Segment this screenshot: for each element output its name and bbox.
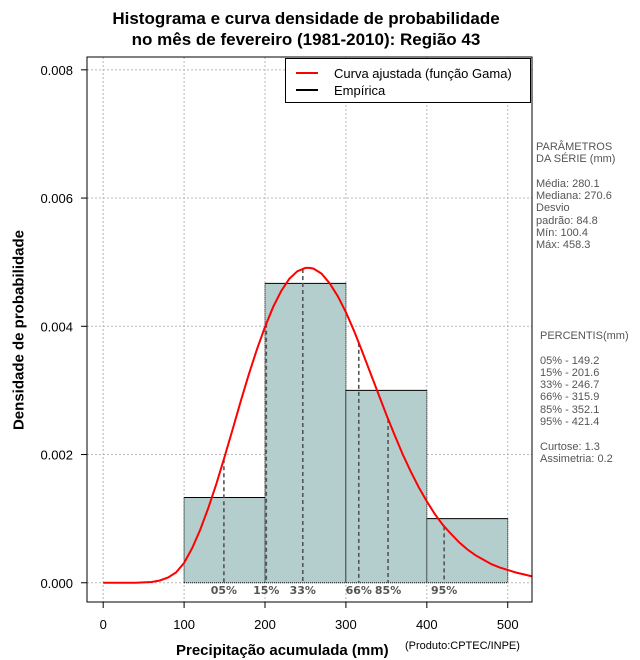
y-tick-label: 0.002 xyxy=(40,448,73,463)
percentile-label: 85% xyxy=(375,584,401,597)
percentile-line: 66% - 315.9 xyxy=(540,391,600,404)
chart-title-line-1: Histograma e curva densidade de probabil… xyxy=(112,9,500,28)
percentile-label: 95% xyxy=(431,584,457,597)
percentile-label: 33% xyxy=(290,584,316,597)
histogram-bar xyxy=(426,518,508,583)
param-line: padrão: 84.8 xyxy=(536,214,598,227)
percentiles-panel: PERCENTIS(mm) 05% - 149.2 15% - 201.6 33… xyxy=(540,330,629,465)
percentile-line: 05% - 149.2 xyxy=(540,354,600,367)
param-line: Média: 280.1 xyxy=(536,177,600,190)
fitted-gamma-curve xyxy=(103,266,533,584)
percentile-label: 66% xyxy=(346,584,372,597)
legend-label-empirical: Empírica xyxy=(334,82,386,98)
chart-title-line-2: no mês de fevereiro (1981-2010): Região … xyxy=(131,30,481,49)
series-parameters-panel: PARÂMETROS DA SÉRIE (mm) Média: 280.1 Me… xyxy=(536,141,615,252)
y-tick-label: 0.000 xyxy=(40,576,73,591)
percentile-line: 85% - 352.1 xyxy=(540,403,600,416)
percentile-line xyxy=(540,342,629,354)
histogram-bar xyxy=(265,283,346,583)
param-line: Mín: 100.4 xyxy=(536,227,588,240)
param-line: DA SÉRIE (mm) xyxy=(536,153,616,166)
x-tick-label: 300 xyxy=(335,617,357,632)
plot-frame xyxy=(86,56,533,603)
legend-item-empirical: Empírica xyxy=(296,82,385,98)
param-line xyxy=(536,166,615,178)
x-tick-label: 0 xyxy=(100,617,107,632)
x-tick-label: 500 xyxy=(497,617,519,632)
x-tick-label: 200 xyxy=(254,617,276,632)
percentile-line: 15% - 201.6 xyxy=(540,366,600,379)
x-tick-label: 400 xyxy=(416,617,438,632)
y-tick-label: 0.004 xyxy=(40,319,73,334)
y-tick-label: 0.008 xyxy=(40,63,73,78)
param-line: PARÂMETROS xyxy=(536,141,613,153)
param-line: Mediana: 270.6 xyxy=(536,190,612,203)
percentile-line: 95% - 421.4 xyxy=(540,416,600,429)
x-tick-label: 100 xyxy=(173,617,195,632)
legend-label-curve: Curva ajustada (função Gama) xyxy=(334,65,512,81)
percentile-label: 05% xyxy=(211,584,237,597)
legend: Curva ajustada (função Gama) Empírica xyxy=(285,58,531,103)
percentile-line xyxy=(540,428,629,440)
y-axis-label: Densidade de probabilidade xyxy=(10,229,28,431)
legend-item-curve: Curva ajustada (função Gama) xyxy=(296,65,512,81)
percentile-line: Assimetria: 0.2 xyxy=(540,452,613,465)
percentile-line: Curtose: 1.3 xyxy=(540,440,600,453)
param-line: Desvio xyxy=(536,202,570,215)
y-tick-label: 0.006 xyxy=(40,191,73,206)
x-axis-label: Precipitação acumulada (mm) xyxy=(176,642,389,659)
percentile-label: 15% xyxy=(253,584,279,597)
product-credit: (Produto:CPTEC/INPE) xyxy=(405,640,520,652)
percentile-line: 33% - 246.7 xyxy=(540,379,600,392)
percentile-line: PERCENTIS(mm) xyxy=(540,330,629,342)
legend-swatch-empirical xyxy=(296,89,318,91)
param-line: Máx: 458.3 xyxy=(536,239,591,252)
legend-swatch-curve xyxy=(296,72,318,74)
